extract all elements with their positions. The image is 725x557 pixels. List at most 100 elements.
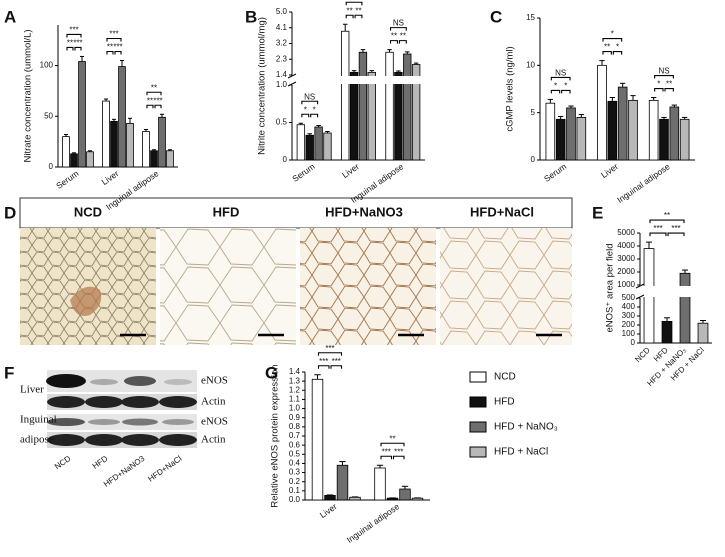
y-tick-label: 1.0 <box>289 404 301 413</box>
significance-label: * <box>657 80 660 89</box>
y-tick-label: 0.1 <box>289 486 301 495</box>
bar <box>158 116 166 168</box>
significance-bracket <box>301 100 319 105</box>
significance-bracket <box>389 40 398 44</box>
significance-label: * <box>564 82 567 91</box>
bar <box>566 107 576 161</box>
y-tick-label: 4.1 <box>276 23 288 32</box>
bar <box>126 122 134 168</box>
bar <box>648 99 659 161</box>
y-tick-label: 0.7 <box>289 431 301 440</box>
protein-label: eNOS <box>201 375 228 387</box>
significance-label: * <box>304 105 307 114</box>
significance-bracket <box>389 27 407 31</box>
y-tick-label: 1.4 <box>276 70 288 79</box>
significance-bracket <box>550 76 571 81</box>
significance-bracket <box>66 46 74 51</box>
bar <box>411 497 424 501</box>
y-tick-label: 0.9 <box>289 413 301 422</box>
y-axis-label: Relative eNOS protein expression <box>270 364 281 507</box>
significance-label: *** <box>153 96 162 105</box>
y-tick-label: 100 <box>622 329 636 338</box>
bar <box>617 86 628 161</box>
significance-label: ** <box>604 43 610 52</box>
y-tick-label: 400 <box>622 302 636 311</box>
histology-image <box>160 228 296 345</box>
significance-label: * <box>313 105 316 114</box>
lane-label: HFD+NaCl <box>146 454 183 484</box>
axis-break <box>288 76 427 84</box>
tissue-label: adipose <box>20 434 54 446</box>
significance-label: ** <box>391 32 397 41</box>
bar <box>386 497 399 501</box>
bar <box>336 464 349 501</box>
y-tick-label: 0.5 <box>276 118 288 127</box>
significance-bracket <box>380 455 393 460</box>
significance-label: ** <box>67 39 73 48</box>
significance-label: * <box>554 82 557 91</box>
significance-bracket <box>654 87 664 92</box>
significance-label: ** <box>389 434 395 443</box>
bar <box>349 71 359 161</box>
significance-bracket <box>654 74 674 79</box>
y-tick-label: 0.6 <box>289 440 301 449</box>
bar <box>324 495 336 501</box>
axis-break <box>636 286 714 297</box>
bar <box>314 126 323 161</box>
y-tick-label: 0.5 <box>289 449 301 458</box>
significance-label: NS <box>555 69 566 78</box>
bar <box>679 272 691 344</box>
panel-letter: F <box>4 363 14 382</box>
protein-label: Actin <box>201 396 226 408</box>
y-tick-label: 1.3 <box>289 376 301 385</box>
y-tick-label: 1.0 <box>276 80 288 89</box>
x-tick-label: Liver <box>599 161 620 180</box>
significance-label: *** <box>113 43 122 52</box>
y-tick-label: 0 <box>531 155 536 164</box>
significance-label: NS <box>304 92 315 101</box>
legend-label: HFD + NaCl <box>494 447 548 458</box>
y-axis-label: Nitrate concentration (ummol/L) <box>23 29 34 162</box>
bar <box>150 150 158 168</box>
significance-label: *** <box>394 447 403 456</box>
bar <box>679 118 690 161</box>
legend-swatch <box>469 446 487 458</box>
significance-bracket <box>330 365 343 369</box>
blot <box>46 370 197 448</box>
tissue-label: Inguinal <box>20 414 57 426</box>
bar <box>669 106 680 161</box>
significance-bracket <box>146 91 162 96</box>
significance-label: *** <box>325 344 334 353</box>
significance-label: *** <box>69 26 78 35</box>
significance-bracket <box>317 352 343 356</box>
bar <box>142 131 150 168</box>
y-tick-label: 0 <box>631 338 636 347</box>
protein-label: Actin <box>201 434 226 446</box>
significance-label: ** <box>666 80 672 89</box>
significance-label: ** <box>355 6 361 15</box>
panel-letter: E <box>592 203 603 222</box>
x-tick-label: Serum <box>542 161 568 184</box>
break-mark <box>287 81 297 87</box>
significance-bracket <box>550 89 561 94</box>
bar <box>62 136 70 168</box>
significance-bracket <box>345 14 354 19</box>
legend-label: HFD <box>494 397 515 408</box>
significance-bracket <box>146 104 154 109</box>
significance-label: * <box>616 43 619 52</box>
break-mark <box>287 73 297 79</box>
significance-label: *** <box>382 447 391 456</box>
significance-bracket <box>154 104 162 109</box>
histology-label: HFD+NaCl <box>470 204 534 219</box>
significance-label: ** <box>664 211 670 220</box>
x-tick-label: Liver <box>340 161 361 180</box>
bar <box>411 64 421 161</box>
significance-bracket <box>602 38 623 42</box>
protein-label: eNOS <box>201 416 228 428</box>
significance-bracket <box>114 50 122 55</box>
significance-bracket <box>310 113 319 118</box>
y-tick-label: 2000 <box>617 267 635 276</box>
significance-bracket <box>667 232 685 237</box>
bar <box>70 153 78 168</box>
significance-label: ** <box>400 32 406 41</box>
